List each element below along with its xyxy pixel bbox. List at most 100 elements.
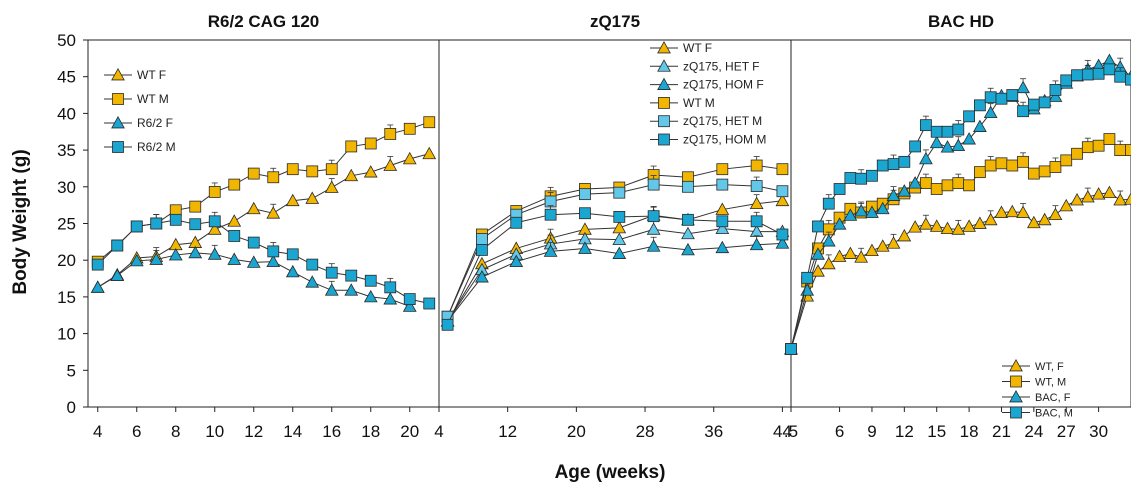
data-point — [974, 167, 985, 178]
series-line — [98, 154, 430, 288]
legend-label: R6/2 M — [137, 140, 176, 154]
data-point — [802, 272, 813, 283]
x-tick-label: 12 — [498, 422, 517, 441]
y-tick-label: 0 — [67, 398, 76, 417]
data-point — [777, 229, 788, 240]
y-tick-label: 30 — [57, 178, 76, 197]
data-point — [920, 120, 931, 131]
data-point — [898, 230, 910, 241]
data-point — [777, 164, 788, 175]
data-point — [1104, 64, 1115, 75]
data-point — [404, 294, 415, 305]
data-point — [974, 100, 985, 111]
data-point — [844, 247, 856, 258]
data-point — [953, 178, 964, 189]
x-tick-label: 15 — [927, 422, 946, 441]
x-tick-label: 9 — [867, 422, 876, 441]
legend-marker — [659, 116, 670, 127]
legend-marker — [1010, 360, 1022, 371]
x-tick-label: 30 — [1089, 422, 1108, 441]
data-point — [579, 208, 590, 219]
data-point — [209, 186, 220, 197]
data-point — [985, 92, 996, 103]
data-point — [131, 221, 142, 232]
legend-marker — [1011, 407, 1022, 418]
data-point — [385, 128, 396, 139]
data-point — [866, 244, 878, 255]
data-point — [1103, 186, 1115, 197]
x-tick-label: 28 — [636, 422, 655, 441]
x-tick-label: 18 — [960, 422, 979, 441]
y-tick-label: 45 — [57, 68, 76, 87]
data-point — [476, 233, 487, 244]
y-tick-label: 25 — [57, 215, 76, 234]
x-tick-label: .5 — [784, 422, 798, 441]
data-point — [345, 284, 357, 295]
data-point — [365, 166, 377, 177]
data-point — [287, 266, 299, 277]
data-point — [1050, 84, 1061, 95]
data-point — [229, 230, 240, 241]
data-point — [887, 237, 899, 248]
data-point — [823, 198, 834, 209]
legend-label: zQ175, HOM F — [683, 78, 764, 92]
data-point — [1006, 206, 1018, 217]
data-point — [834, 184, 845, 195]
data-point — [326, 267, 337, 278]
legend-label: BAC, F — [1035, 392, 1071, 404]
x-tick-label: 10 — [205, 422, 224, 441]
data-point — [404, 153, 416, 164]
panel-title: R6/2 CAG 120 — [208, 12, 320, 31]
data-point — [964, 180, 975, 191]
data-point — [833, 250, 845, 261]
data-point — [942, 180, 953, 191]
legend-label: WT M — [137, 92, 169, 106]
data-point — [985, 160, 996, 171]
data-point — [855, 251, 867, 262]
data-point — [614, 187, 625, 198]
data-point — [931, 137, 943, 148]
data-point — [346, 141, 357, 152]
data-point — [682, 181, 693, 192]
series-6 — [442, 206, 788, 331]
data-point — [942, 126, 953, 137]
data-point — [189, 247, 201, 258]
data-point — [442, 319, 453, 330]
data-point — [1115, 145, 1126, 156]
data-point — [579, 189, 590, 200]
data-point — [190, 219, 201, 230]
x-tick-label: 12 — [895, 422, 914, 441]
data-point — [112, 240, 123, 251]
data-point — [423, 148, 435, 159]
legend-label: WT, M — [1035, 377, 1066, 389]
x-tick-label: 16 — [322, 422, 341, 441]
y-tick-label: 15 — [57, 288, 76, 307]
panel-title: zQ175 — [590, 12, 640, 31]
data-point — [717, 164, 728, 175]
data-point — [248, 237, 259, 248]
data-point — [1082, 69, 1093, 80]
data-point — [964, 111, 975, 122]
data-point — [648, 179, 659, 190]
data-point — [1007, 90, 1018, 101]
data-point — [1028, 99, 1039, 110]
legend-label: WT M — [683, 96, 715, 110]
x-tick-label: 14 — [283, 422, 302, 441]
data-point — [996, 158, 1007, 169]
data-point — [1061, 75, 1072, 86]
series-5 — [442, 176, 788, 323]
data-point — [346, 270, 357, 281]
data-point — [647, 223, 659, 234]
data-point — [424, 298, 435, 309]
data-point — [614, 211, 625, 222]
data-point — [307, 166, 318, 177]
data-point — [751, 160, 762, 171]
legend-marker — [112, 117, 124, 128]
data-point — [384, 159, 396, 170]
x-tick-label: 24 — [1024, 422, 1043, 441]
